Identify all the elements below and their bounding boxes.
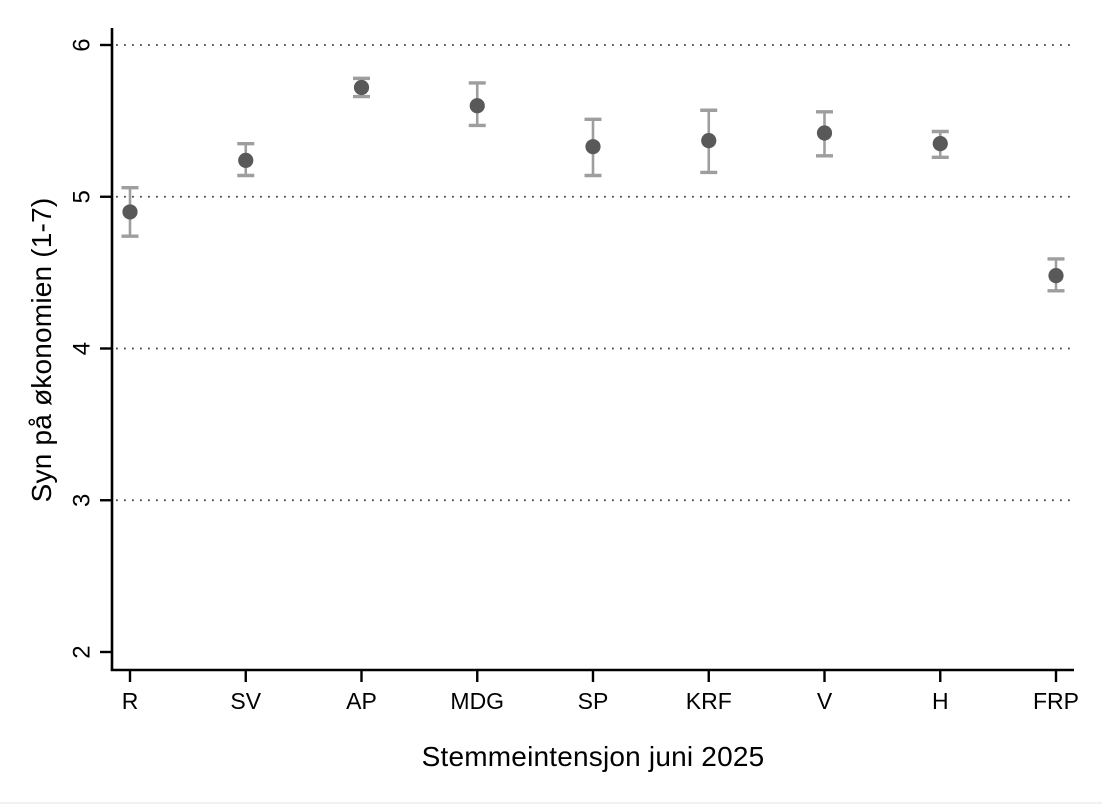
x-tick-label: SV xyxy=(230,688,261,714)
x-tick-label: KRF xyxy=(686,688,732,714)
x-tick-label: FRP xyxy=(1033,688,1079,714)
y-tick-label: 6 xyxy=(69,38,96,51)
data-point xyxy=(122,204,138,220)
y-tick-label: 3 xyxy=(69,494,96,507)
x-tick-label: SP xyxy=(578,688,609,714)
data-point xyxy=(585,139,601,155)
data-point xyxy=(238,152,254,168)
x-tick-label: H xyxy=(932,688,949,714)
x-tick-label: V xyxy=(817,688,833,714)
data-point xyxy=(353,79,370,96)
data-point xyxy=(469,98,485,114)
y-tick-label: 2 xyxy=(69,645,96,658)
data-point xyxy=(1048,268,1064,284)
x-tick-label: AP xyxy=(346,688,377,714)
y-tick-label: 5 xyxy=(69,190,96,203)
y-tick-label: 4 xyxy=(69,342,96,355)
data-point xyxy=(701,133,717,149)
x-tick-label: R xyxy=(122,688,139,714)
data-point xyxy=(932,136,948,152)
data-point xyxy=(816,125,833,141)
x-axis-title: Stemmeintensjon juni 2025 xyxy=(421,741,765,772)
x-tick-label: MDG xyxy=(450,688,504,714)
y-axis-title: Syn på økonomien (1-7) xyxy=(26,197,57,503)
